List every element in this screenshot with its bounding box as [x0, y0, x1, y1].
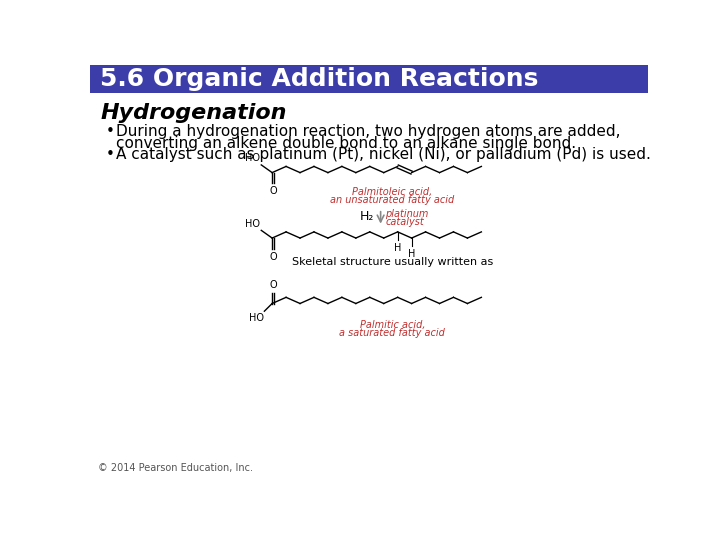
- Text: Skeletal structure usually written as: Skeletal structure usually written as: [292, 257, 493, 267]
- Text: a saturated fatty acid: a saturated fatty acid: [339, 328, 445, 338]
- Text: catalyst: catalyst: [385, 217, 424, 227]
- Text: During a hydrogenation reaction, two hydrogen atoms are added,: During a hydrogenation reaction, two hyd…: [117, 124, 621, 139]
- Text: HO: HO: [248, 313, 264, 323]
- Text: Hydrogenation: Hydrogenation: [100, 103, 287, 123]
- Text: HO: HO: [245, 219, 260, 229]
- Text: H: H: [394, 242, 401, 253]
- Text: A catalyst such as platinum (Pt), nickel (Ni), or palladium (Pd) is used.: A catalyst such as platinum (Pt), nickel…: [117, 147, 651, 163]
- Text: H: H: [408, 249, 415, 259]
- Text: O: O: [269, 252, 276, 262]
- Text: O: O: [269, 280, 276, 289]
- Text: Palmitic acid,: Palmitic acid,: [359, 320, 425, 330]
- Text: 5.6 Organic Addition Reactions: 5.6 Organic Addition Reactions: [100, 68, 539, 91]
- Text: © 2014 Pearson Education, Inc.: © 2014 Pearson Education, Inc.: [98, 463, 253, 473]
- Text: HO: HO: [245, 153, 260, 164]
- Text: O: O: [269, 186, 276, 197]
- Text: Palmitoleic acid,: Palmitoleic acid,: [352, 187, 433, 197]
- Text: platinum: platinum: [385, 209, 428, 219]
- Text: an unsaturated fatty acid: an unsaturated fatty acid: [330, 194, 454, 205]
- Text: •: •: [106, 124, 114, 139]
- Text: converting an alkene double bond to an alkane single bond.: converting an alkene double bond to an a…: [117, 136, 577, 151]
- Text: H₂: H₂: [360, 210, 374, 223]
- FancyBboxPatch shape: [90, 65, 648, 93]
- Text: •: •: [106, 147, 114, 163]
